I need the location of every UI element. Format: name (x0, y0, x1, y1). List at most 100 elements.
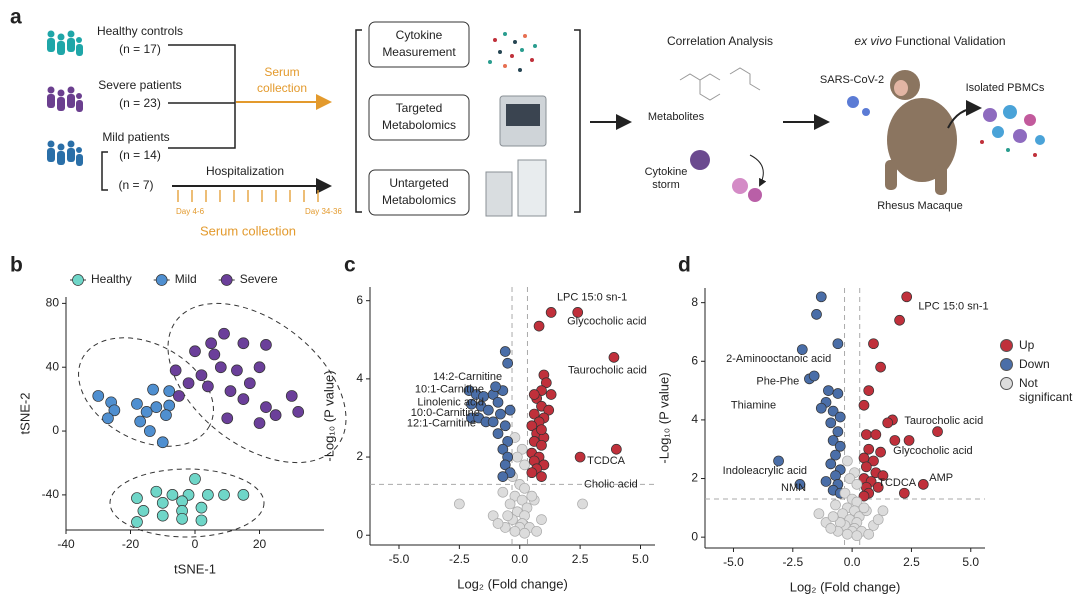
assay-label: Cytokine (396, 28, 443, 42)
legend-marker (1000, 358, 1013, 371)
point (834, 411, 846, 423)
annotation: 12:1-Carnitine (407, 418, 476, 430)
sampling-ticks (177, 190, 319, 202)
x-axis-label: Log₂ (Fold change) (457, 576, 568, 591)
point (868, 338, 879, 350)
y-tick-label: 0 (356, 527, 363, 541)
point (875, 361, 886, 373)
point (260, 401, 272, 413)
point (108, 404, 121, 417)
assay-box (368, 21, 470, 68)
point (574, 451, 586, 463)
legend-item: Up (1000, 338, 1080, 352)
point (218, 327, 230, 340)
point (858, 502, 870, 514)
point (511, 451, 523, 463)
point (815, 402, 827, 414)
cell-icon (748, 188, 762, 202)
point (877, 505, 889, 517)
annotation: AMP (929, 472, 953, 484)
point (160, 409, 172, 421)
point (842, 455, 853, 467)
point (144, 425, 156, 437)
point (875, 446, 886, 458)
point (221, 412, 234, 425)
point (811, 309, 822, 320)
point (861, 429, 872, 440)
point (260, 339, 272, 351)
point (536, 424, 547, 436)
point (134, 415, 147, 428)
arrow (947, 100, 982, 129)
point (830, 470, 841, 481)
point (877, 470, 889, 481)
x-tick-label: 2.5 (572, 552, 589, 566)
point (842, 528, 853, 540)
point (870, 429, 882, 440)
x-tick-label: 0 (192, 537, 199, 551)
title-part: Functional Validation (895, 34, 1006, 48)
point (176, 512, 188, 525)
point (189, 473, 201, 485)
point (540, 377, 552, 389)
day-label: Day 34-36 (305, 207, 342, 216)
point (863, 528, 875, 540)
italic-part: ex vivo (854, 34, 892, 48)
point (509, 525, 521, 537)
point (169, 364, 182, 377)
point (851, 530, 863, 542)
point (872, 514, 884, 525)
legend-label: Severe (240, 272, 278, 286)
point (820, 476, 832, 487)
point (131, 398, 143, 410)
assay-label: Metabolomics (382, 193, 456, 207)
point (825, 523, 837, 534)
point (502, 357, 514, 369)
point (137, 504, 150, 517)
annotation: Taurocholic acid (568, 365, 647, 377)
cytokine-icon (488, 32, 537, 72)
legend-marker (220, 274, 233, 286)
point (536, 439, 547, 451)
point (253, 417, 266, 429)
point (917, 479, 929, 490)
point (531, 525, 543, 537)
point (832, 388, 844, 399)
pbmc-icon (980, 105, 1045, 157)
point (901, 291, 913, 303)
point (504, 404, 516, 416)
point (166, 489, 179, 501)
legend-marker (72, 274, 84, 286)
assay-box (368, 94, 470, 141)
legend-label: Mild (175, 272, 197, 286)
macaque-face (894, 80, 908, 96)
x-tick-label: -2.5 (449, 552, 470, 566)
point (487, 416, 499, 428)
point (813, 508, 825, 520)
x-tick-label: -5.0 (389, 552, 410, 566)
assay-label: Metabolomics (382, 118, 456, 132)
annotation: 14:2-Carnitine (433, 371, 502, 383)
y-tick-label: 8 (691, 295, 698, 309)
point (92, 390, 105, 402)
annotation: Thiamine (731, 400, 776, 412)
arrow (749, 154, 767, 187)
point (140, 406, 153, 418)
point (545, 389, 557, 400)
point (499, 459, 511, 471)
point (487, 510, 499, 522)
molecule-icon (679, 67, 761, 101)
assay-label: Untargeted (389, 176, 448, 190)
point (131, 492, 143, 504)
group-n: (n = 7) (118, 178, 153, 192)
point (195, 514, 208, 527)
x-tick-label: 0.0 (511, 552, 528, 566)
cluster-ellipse (78, 337, 214, 447)
panel-label: a (10, 6, 22, 29)
point (163, 385, 176, 398)
x-tick-label: -20 (122, 537, 140, 551)
point (815, 291, 827, 303)
point (189, 345, 201, 358)
point (224, 385, 237, 398)
legend-marker (1000, 339, 1013, 352)
